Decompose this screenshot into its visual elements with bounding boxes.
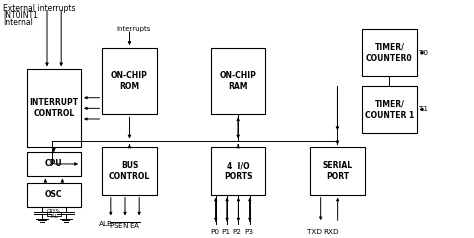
Bar <box>310 147 365 195</box>
Bar <box>102 147 156 195</box>
Text: INT0INT1: INT0INT1 <box>3 11 38 20</box>
Text: External interrupts: External interrupts <box>3 4 75 13</box>
Bar <box>362 86 417 133</box>
Bar <box>102 48 156 114</box>
Text: CPU: CPU <box>45 159 63 169</box>
Text: interrupts: interrupts <box>117 25 151 32</box>
Bar <box>27 152 81 176</box>
Text: ALE: ALE <box>99 221 112 227</box>
Text: P1: P1 <box>221 229 230 235</box>
Bar <box>211 48 265 114</box>
Text: ON-CHIP
RAM: ON-CHIP RAM <box>220 71 256 91</box>
Text: BUS
CONTROL: BUS CONTROL <box>109 161 150 181</box>
Text: $\overline{\rm PSEN}$: $\overline{\rm PSEN}$ <box>109 221 130 231</box>
Bar <box>27 183 81 207</box>
Text: OSC: OSC <box>45 190 63 199</box>
Bar <box>47 212 61 216</box>
Text: RXD: RXD <box>324 229 339 235</box>
Text: TXD: TXD <box>307 229 321 235</box>
Text: T1: T1 <box>419 106 428 112</box>
Text: TIMER/
COUNTER0: TIMER/ COUNTER0 <box>366 43 413 63</box>
Bar <box>211 147 265 195</box>
Text: 4  I/O
PORTS: 4 I/O PORTS <box>224 161 253 181</box>
Text: INTERRUPT
CONTROL: INTERRUPT CONTROL <box>29 98 78 118</box>
Text: TIMER/
COUNTER 1: TIMER/ COUNTER 1 <box>365 99 414 119</box>
Text: SERIAL
PORT: SERIAL PORT <box>322 161 353 181</box>
Text: ON-CHIP
ROM: ON-CHIP ROM <box>111 71 148 91</box>
Text: P3: P3 <box>244 229 253 235</box>
Text: P0: P0 <box>210 229 219 235</box>
Bar <box>362 29 417 76</box>
Bar <box>27 69 81 147</box>
Text: $\overline{\rm EA}$: $\overline{\rm EA}$ <box>128 221 140 231</box>
Text: CRYS-
TAL: CRYS- TAL <box>46 209 61 219</box>
Text: T0: T0 <box>419 50 428 56</box>
Text: P2: P2 <box>233 229 241 235</box>
Text: Internal: Internal <box>3 18 33 27</box>
